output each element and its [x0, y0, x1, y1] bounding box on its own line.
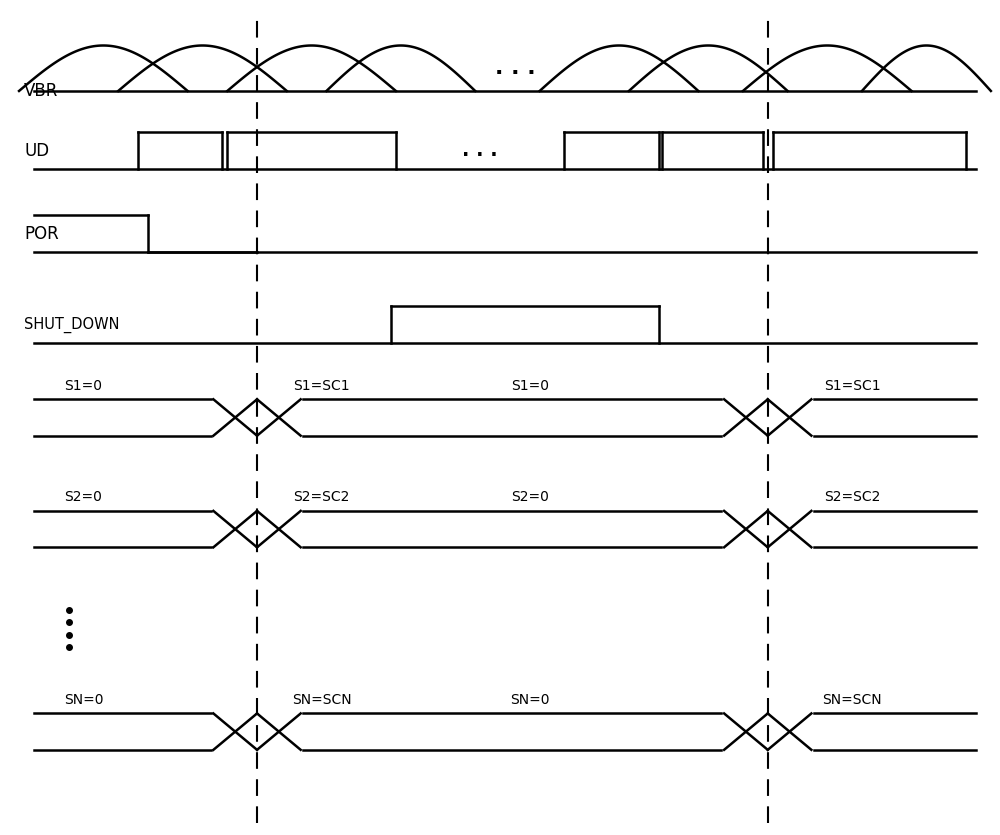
Text: SN=0: SN=0: [510, 693, 550, 707]
Text: S1=SC1: S1=SC1: [824, 379, 880, 392]
Text: S2=SC2: S2=SC2: [293, 490, 350, 504]
Text: S1=0: S1=0: [64, 379, 102, 392]
Text: SN=0: SN=0: [64, 693, 103, 707]
Text: S2=0: S2=0: [511, 490, 549, 504]
Text: . . .: . . .: [462, 141, 498, 160]
Text: UD: UD: [24, 142, 49, 159]
Text: SN=SCN: SN=SCN: [822, 693, 882, 707]
Text: S2=SC2: S2=SC2: [824, 490, 880, 504]
Text: S2=0: S2=0: [64, 490, 102, 504]
Text: VBR: VBR: [24, 82, 58, 100]
Text: S1=SC1: S1=SC1: [293, 379, 350, 392]
Text: POR: POR: [24, 225, 59, 242]
Text: . . .: . . .: [495, 58, 535, 78]
Text: SN=SCN: SN=SCN: [292, 693, 351, 707]
Text: SHUT_DOWN: SHUT_DOWN: [24, 316, 120, 332]
Text: S1=0: S1=0: [511, 379, 549, 392]
